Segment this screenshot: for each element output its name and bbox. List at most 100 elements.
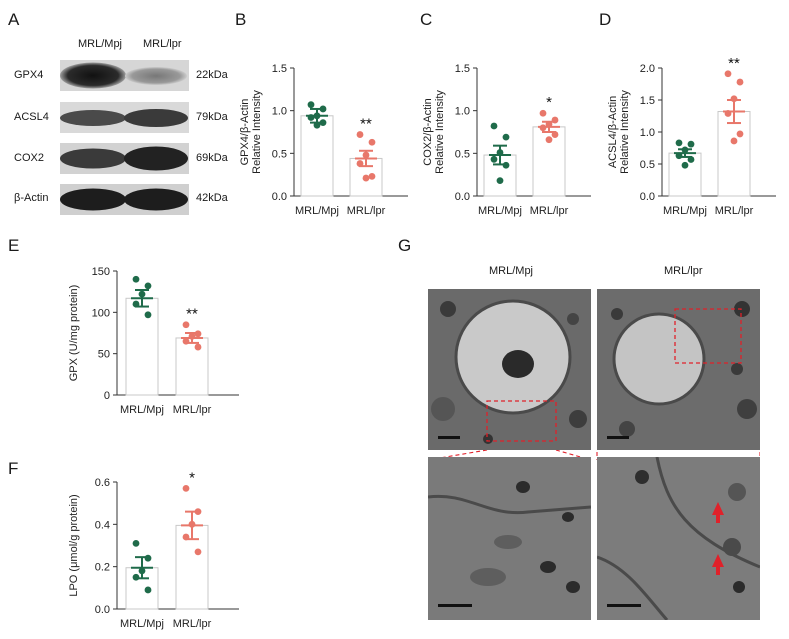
data-point: [132, 539, 140, 547]
y-axis-label: LPO (μmol/g protein): [68, 494, 80, 596]
scale-bar: [438, 604, 472, 607]
panel-letter-a: A: [8, 10, 20, 29]
panel-letter-c: C: [420, 10, 433, 29]
data-point: [545, 136, 553, 144]
scale-bar: [607, 604, 641, 607]
x-tick-label: MRL/lpr: [715, 205, 754, 217]
y-tick-label: 0.0: [95, 604, 110, 616]
data-point: [356, 131, 364, 138]
data-point: [194, 548, 202, 556]
data-point: [144, 282, 152, 290]
y-tick-label: 0.5: [640, 159, 655, 171]
data-point: [144, 554, 152, 562]
chart-gpx4-western-quant: 0.0 0.5 1.0 1.5 GPX4/β-Actin Relative Intensi…: [239, 63, 408, 217]
significance-marker: **: [186, 306, 198, 323]
data-point: [730, 137, 738, 145]
data-point: [730, 95, 738, 103]
tem-title-lpr: MRL/lpr: [664, 265, 703, 277]
data-point: [313, 121, 321, 129]
x-tick-label: MRL/Mpj: [478, 205, 522, 217]
data-point: [681, 146, 689, 154]
y-axis-label: Relative Intensity: [434, 90, 446, 174]
panel-letter-e: E: [8, 236, 20, 255]
wb-size-label: 42kDa: [196, 192, 228, 204]
data-point: [362, 151, 370, 159]
data-point: [188, 332, 196, 340]
roi-box: [674, 308, 742, 364]
roi-box: [486, 400, 557, 442]
data-point: [182, 337, 190, 345]
data-point: [551, 116, 559, 124]
data-point: [194, 508, 202, 516]
tem-image-lpr-high: [597, 457, 760, 620]
data-point: [502, 161, 510, 169]
y-tick-label: 0.4: [95, 519, 110, 531]
x-tick-label: MRL/Mpj: [120, 404, 164, 416]
data-point: [496, 177, 504, 185]
wb-protein-label: GPX4: [14, 69, 44, 81]
x-tick-label: MRL/lpr: [347, 205, 386, 217]
wb-protein-label: ACSL4: [14, 111, 49, 123]
data-point: [736, 78, 744, 86]
data-point: [307, 114, 315, 121]
data-point: [724, 110, 732, 117]
data-point: [539, 109, 547, 117]
data-point: [182, 484, 190, 492]
bar: [125, 297, 159, 396]
significance-marker: *: [546, 94, 552, 111]
data-point: [356, 160, 364, 167]
x-tick-label: MRL/lpr: [173, 618, 212, 630]
panel-letter-f: F: [8, 459, 19, 478]
y-axis-label: Relative Intensity: [251, 90, 263, 174]
data-point: [687, 156, 695, 163]
bar: [717, 111, 751, 197]
y-tick-label: 1.5: [455, 63, 470, 75]
data-point: [502, 133, 510, 141]
data-point: [182, 533, 190, 541]
data-point: [368, 172, 376, 180]
chart-lpo-level: 0.0 0.2 0.4 0.6 LPO (μmol/g protein) MRL/Mpj *…: [68, 469, 239, 630]
data-point: [724, 70, 732, 78]
x-tick-label: MRL/Mpj: [295, 205, 339, 217]
wb-size-label: 69kDa: [196, 152, 228, 164]
x-tick-label: MRL/lpr: [530, 205, 569, 217]
wb-lane-label-lpr: MRL/lpr: [143, 38, 182, 50]
scale-bar: [438, 436, 460, 439]
y-tick-label: 1.0: [272, 106, 287, 118]
red-arrow-icon: [712, 502, 724, 523]
y-tick-label: 1.5: [640, 95, 655, 107]
panel-letter-g: G: [398, 236, 412, 255]
y-tick-label: 1.5: [272, 63, 287, 75]
wb-band-gpx4: [60, 60, 189, 91]
tem-title-control: MRL/Mpj: [489, 265, 534, 277]
y-tick-label: 2.0: [640, 63, 655, 75]
data-point: [675, 152, 683, 160]
data-point: [368, 138, 376, 146]
y-tick-label: 0.5: [455, 148, 470, 160]
wb-protein-label: β-Actin: [14, 192, 49, 204]
significance-marker: *: [189, 469, 195, 486]
chart-acsl4-western-quant: 0.0 0.5 1.0 1.5 2.0 ACSL4/β-Actin Relative Int…: [607, 55, 776, 217]
y-axis-label: Relative Intensity: [619, 90, 631, 174]
y-axis-label: ACSL4/β-Actin: [607, 96, 619, 168]
data-point: [319, 105, 327, 113]
x-tick-label: MRL/lpr: [173, 404, 212, 416]
tem-image-control-high: [428, 457, 591, 620]
significance-marker: **: [360, 116, 372, 133]
data-point: [362, 174, 370, 182]
data-point: [194, 343, 202, 351]
y-tick-label: 0.6: [95, 477, 110, 489]
y-tick-label: 0.0: [455, 191, 470, 203]
wb-size-label: 79kDa: [196, 111, 228, 123]
panel-letter-d: D: [599, 10, 612, 29]
data-point: [490, 155, 498, 163]
data-point: [132, 573, 140, 581]
wb-band-cox2: [60, 143, 189, 174]
data-point: [188, 520, 196, 528]
data-point: [138, 290, 146, 298]
data-point: [313, 112, 321, 120]
chart-gpx-activity: 0 50 100 150 GPX (U/mg protein) MRL/Mpj ** MRL/…: [68, 266, 239, 416]
significance-marker: **: [728, 55, 740, 72]
y-tick-label: 50: [98, 349, 110, 361]
y-tick-label: 0.2: [95, 562, 110, 574]
